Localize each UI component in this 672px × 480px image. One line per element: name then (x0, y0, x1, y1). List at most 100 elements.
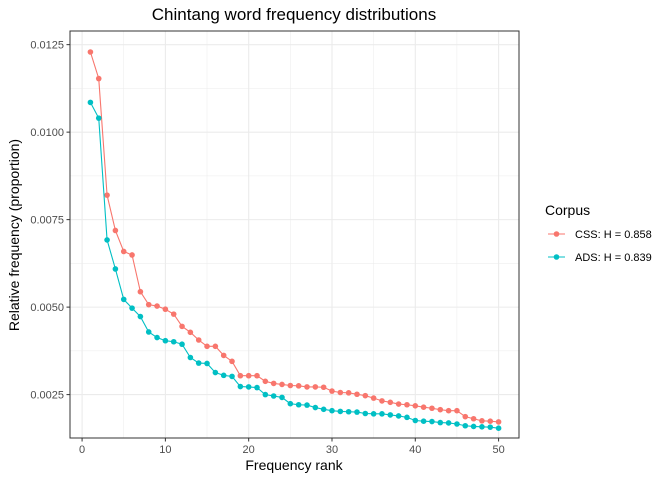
data-point (279, 381, 285, 388)
legend-label: CSS: H = 0.858 (575, 229, 652, 241)
panel-border (69, 30, 520, 439)
data-point (220, 352, 227, 359)
data-point (104, 192, 110, 198)
data-point (129, 252, 135, 258)
y-tick-label: 0.0025 (30, 390, 64, 402)
data-point (87, 99, 94, 106)
data-point (429, 405, 435, 412)
legend-key-point (553, 231, 560, 237)
data-point (137, 288, 144, 295)
legend-item: ADS: H = 0.839 (548, 252, 652, 264)
data-point (137, 313, 144, 320)
data-point (454, 407, 460, 414)
x-tick-label: 50 (492, 444, 504, 456)
data-point (470, 415, 477, 422)
data-point (112, 227, 119, 234)
data-point (195, 337, 202, 343)
data-point (437, 419, 444, 426)
data-point (362, 410, 369, 417)
data-point (154, 334, 160, 341)
data-point (270, 380, 277, 387)
data-point (254, 372, 260, 379)
data-point (145, 329, 152, 335)
data-point (212, 369, 219, 376)
data-point (454, 421, 460, 427)
data-point (312, 384, 319, 390)
x-tick-label: 30 (326, 444, 338, 456)
data-point (395, 401, 402, 407)
data-point (429, 418, 435, 425)
x-tick-label: 0 (79, 444, 85, 456)
data-point (229, 358, 235, 365)
legend-item: CSS: H = 0.858 (548, 229, 652, 241)
data-point (195, 360, 202, 366)
series-css (87, 49, 502, 425)
data-point (120, 248, 127, 255)
data-point (104, 237, 110, 243)
legend-items: CSS: H = 0.858 ADS: H = 0.839 (548, 229, 652, 264)
data-point (170, 311, 177, 317)
data-point (320, 406, 327, 413)
data-point (95, 75, 102, 82)
data-point (162, 306, 169, 313)
data-point (337, 408, 344, 415)
data-point (354, 409, 360, 415)
data-point (120, 296, 127, 303)
data-point (179, 341, 185, 348)
data-point (254, 384, 260, 391)
data-point (470, 423, 477, 430)
data-point (445, 420, 452, 426)
data-point (345, 390, 352, 396)
chart-title: Chintang word frequency distributions (152, 5, 436, 24)
data-point (170, 338, 177, 345)
data-point (204, 343, 210, 350)
data-point (187, 354, 194, 361)
data-point (387, 399, 394, 406)
data-point (245, 384, 252, 390)
data-point (87, 49, 94, 55)
data-point (370, 411, 377, 417)
data-point (495, 425, 502, 432)
y-axis-title: Relative frequency (proportion) (6, 139, 22, 331)
x-tick-label: 20 (243, 444, 255, 456)
data-point (95, 115, 102, 121)
data-point (404, 414, 410, 421)
legend-key-point (553, 254, 560, 260)
data-point (229, 373, 235, 380)
data-point (345, 408, 352, 415)
data-point (262, 391, 269, 398)
data-point (129, 305, 135, 311)
data-point (112, 266, 119, 272)
data-point (287, 400, 294, 407)
data-point (437, 406, 444, 413)
y-axis: 0.0025 0.0050 0.0075 0.0100 0.0125 (30, 40, 70, 402)
grid-minor (70, 31, 519, 438)
data-point (420, 404, 427, 411)
data-point (295, 401, 302, 408)
data-point (212, 343, 219, 350)
data-point (487, 424, 494, 430)
data-point (412, 417, 419, 424)
data-point (495, 419, 502, 425)
y-tick-label: 0.0050 (30, 302, 64, 314)
data-point (204, 360, 210, 367)
legend-title: Corpus (545, 202, 590, 218)
y-tick-label: 0.0100 (30, 127, 64, 139)
data-point (462, 413, 469, 420)
series-ads (87, 99, 502, 432)
plot-panel (69, 30, 520, 439)
data-point (487, 418, 494, 425)
data-point (262, 378, 269, 385)
data-point (404, 401, 410, 408)
legend-label: ADS: H = 0.839 (575, 252, 652, 264)
data-point (270, 393, 277, 399)
data-point (479, 418, 485, 424)
data-point (304, 384, 310, 390)
data-point (462, 422, 469, 429)
data-point (362, 392, 369, 399)
data-point (154, 303, 160, 309)
data-point (320, 384, 327, 391)
x-tick-label: 10 (159, 444, 171, 456)
data-point (395, 413, 402, 419)
